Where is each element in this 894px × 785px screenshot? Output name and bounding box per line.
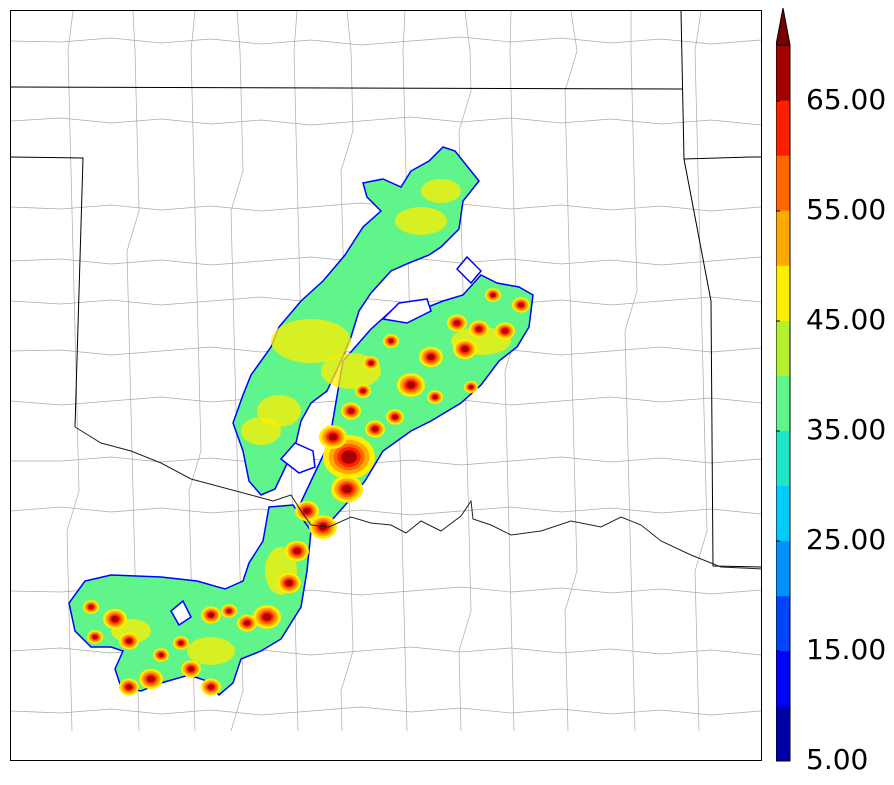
echo-core xyxy=(303,507,311,515)
echo-core xyxy=(454,320,460,326)
colorbar-bin xyxy=(776,210,790,266)
echo-core xyxy=(178,640,184,646)
echo-core xyxy=(318,523,328,531)
colorbar-bin xyxy=(776,540,790,597)
echo-core xyxy=(328,433,338,441)
echo-core xyxy=(158,652,164,658)
echo-gap xyxy=(170,599,192,627)
echo-core xyxy=(372,426,378,432)
map-panel xyxy=(10,10,762,761)
county-line xyxy=(11,456,761,466)
county-line xyxy=(564,11,578,732)
colorbar xyxy=(776,7,791,762)
county-line xyxy=(11,506,761,516)
echo-core xyxy=(342,484,352,494)
echo-core xyxy=(226,608,232,614)
echo-core xyxy=(427,353,435,361)
kansas-oklahoma-border xyxy=(11,86,684,90)
echo-core xyxy=(244,620,250,626)
echo-core xyxy=(432,394,438,400)
colorbar-bin xyxy=(776,430,790,487)
colorbar-tick-label-45: 45.00 xyxy=(806,303,887,336)
colorbar-bin xyxy=(776,650,790,707)
echo-core xyxy=(388,338,394,344)
county-line xyxy=(11,706,761,716)
echo-patch xyxy=(271,319,351,363)
county-line xyxy=(11,36,761,46)
echo-core xyxy=(341,450,357,464)
map-svg xyxy=(11,11,761,732)
echo-core xyxy=(293,547,301,555)
echo-core xyxy=(285,579,293,587)
echo-core xyxy=(461,345,469,353)
echo-core xyxy=(348,408,354,414)
echo-gap xyxy=(279,442,316,474)
echo-core xyxy=(476,326,482,332)
echo-core xyxy=(208,612,214,618)
echo-core xyxy=(126,684,132,690)
echo-core xyxy=(92,634,98,640)
arkansas-border xyxy=(683,158,761,568)
colorbar-boxes xyxy=(776,45,790,762)
echo-core xyxy=(502,328,508,334)
echo-core xyxy=(392,414,398,420)
echo-core xyxy=(490,292,496,298)
colorbar-tick-label-35: 35.00 xyxy=(806,413,887,446)
echo-core xyxy=(208,684,214,690)
colorbar-outline xyxy=(776,44,791,762)
colorbar-bin xyxy=(776,155,790,211)
county-line xyxy=(694,11,708,732)
red-river xyxy=(74,426,761,570)
county-line xyxy=(624,11,638,732)
echo-core xyxy=(111,615,119,623)
county-line xyxy=(11,296,761,306)
colorbar-bin xyxy=(776,375,790,432)
colorbar-bin xyxy=(776,705,790,762)
echo-core xyxy=(468,385,474,389)
oklahoma-east-border xyxy=(680,11,761,160)
colorbar-tick-label-25: 25.00 xyxy=(806,523,887,556)
echo-core xyxy=(126,638,132,644)
echo-core xyxy=(368,360,374,366)
echo-core xyxy=(406,381,416,389)
echo-patch xyxy=(241,417,281,445)
echo-core xyxy=(188,666,194,672)
county-line xyxy=(11,116,761,126)
colorbar-bin xyxy=(776,320,790,376)
echo-gap xyxy=(381,298,432,324)
county-line xyxy=(66,11,80,732)
echo-core xyxy=(262,613,272,621)
county-line xyxy=(504,11,518,732)
echo-core xyxy=(88,604,94,610)
echo-patch xyxy=(421,179,461,203)
colorbar-tick-label-15: 15.00 xyxy=(806,633,887,666)
echo-gap xyxy=(455,255,483,285)
echo-core xyxy=(518,302,524,308)
colorbar-bin xyxy=(776,45,790,101)
colorbar-tick-label-5: 5.00 xyxy=(806,743,869,776)
echo-patch xyxy=(187,637,235,665)
colorbar-bin xyxy=(776,265,790,321)
colorbar-tick-label-55: 55.00 xyxy=(806,193,887,226)
colorbar-ticks xyxy=(776,100,780,762)
colorbar-bin xyxy=(776,100,790,156)
texas-panhandle-border xyxy=(11,156,84,428)
state-boundaries xyxy=(11,11,761,568)
colorbar-bin xyxy=(776,485,790,542)
echo-core xyxy=(147,675,155,683)
reflectivity-field xyxy=(68,146,534,697)
echo-core xyxy=(360,388,366,394)
colorbar-bin xyxy=(776,595,790,652)
colorbar-extend-arrow xyxy=(776,7,791,46)
echo-patch xyxy=(395,207,447,235)
colorbar-tick-label-65: 65.00 xyxy=(806,83,887,116)
